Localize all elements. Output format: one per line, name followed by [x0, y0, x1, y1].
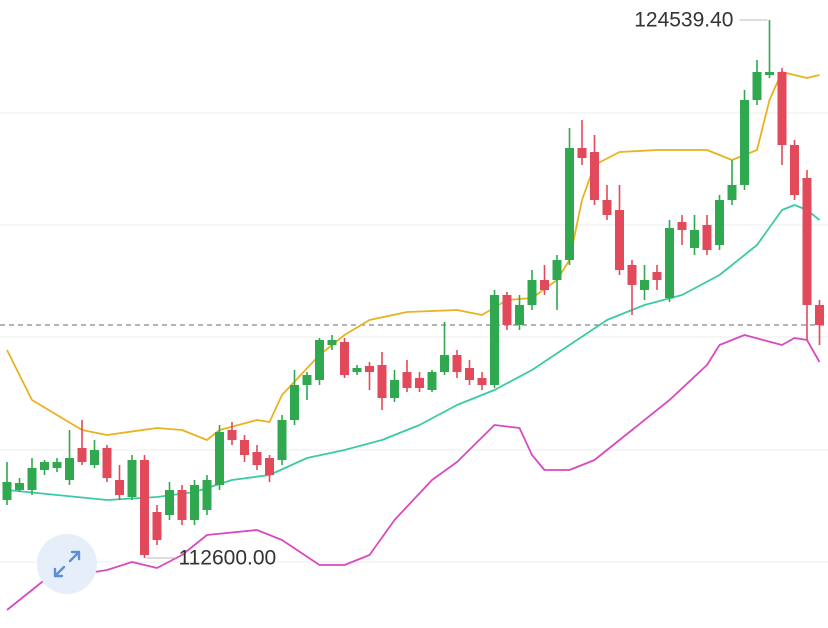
- candle-body: [302, 374, 312, 386]
- indicator-line: [6, 204, 821, 501]
- candle-body: [665, 227, 674, 299]
- candle-body: [415, 378, 424, 389]
- expand-button[interactable]: [37, 534, 97, 594]
- candle-body: [240, 440, 249, 455]
- candle-body: [65, 458, 74, 481]
- candle-body: [315, 340, 324, 380]
- candle-body: [402, 372, 412, 389]
- candle-body: [565, 147, 574, 260]
- candle-body: [177, 490, 187, 521]
- indicator-line: [6, 334, 821, 611]
- candle-body: [815, 305, 824, 326]
- candle-body: [152, 511, 162, 541]
- candle-body: [777, 72, 787, 146]
- candles: [2, 19, 824, 559]
- candle-body: [465, 368, 474, 380]
- candle-body: [215, 432, 224, 486]
- candle-body: [502, 295, 512, 326]
- candle-body: [327, 340, 337, 346]
- candle-body: [740, 100, 749, 185]
- candle-body: [265, 458, 274, 475]
- candle-body: [490, 295, 499, 386]
- candle-body: [677, 221, 687, 231]
- candle-body: [615, 210, 624, 270]
- candle-body: [690, 230, 699, 249]
- candle-body: [52, 462, 62, 469]
- candle-body: [27, 468, 37, 491]
- candle-body: [340, 342, 349, 375]
- indicator-line: [6, 71, 820, 441]
- candle-body: [352, 368, 362, 373]
- candle-body: [427, 372, 437, 391]
- candle-body: [627, 264, 637, 285]
- candle-body: [202, 480, 212, 511]
- candle-body: [165, 490, 174, 516]
- candle-body: [590, 152, 599, 201]
- candle-body: [527, 279, 537, 306]
- candle-body: [752, 72, 762, 101]
- candle-body: [652, 272, 662, 280]
- candle-body: [377, 364, 387, 399]
- low-label: 112600.00: [179, 547, 277, 570]
- candle-body: [252, 452, 262, 465]
- candle-body: [365, 366, 374, 373]
- candle-body: [77, 448, 87, 463]
- annotations: 124539.40 112600.00: [146, 9, 768, 570]
- candle-body: [115, 480, 124, 496]
- candle-body: [90, 450, 99, 465]
- candle-body: [127, 459, 137, 497]
- expand-button-bg[interactable]: [37, 534, 97, 594]
- candle-body: [440, 354, 449, 373]
- candle-body: [552, 259, 562, 280]
- candle-body: [227, 430, 237, 441]
- high-label: 124539.40: [634, 9, 733, 32]
- candle-body: [602, 200, 612, 216]
- candle-body: [577, 147, 587, 159]
- candle-body: [15, 483, 24, 491]
- candle-body: [2, 482, 12, 501]
- candle-body: [727, 184, 737, 201]
- candle-body: [802, 178, 812, 306]
- candle-body: [40, 462, 49, 470]
- indicator-lines: [6, 71, 821, 611]
- candle-body: [515, 305, 524, 326]
- candle-body: [765, 72, 774, 75]
- candle-body: [452, 354, 462, 373]
- candle-body: [102, 448, 112, 479]
- candle-body: [390, 379, 399, 399]
- candle-body: [277, 420, 287, 460]
- expand-icon[interactable]: [53, 550, 81, 578]
- candle-body: [290, 385, 299, 421]
- candle-body: [715, 200, 724, 246]
- candle-body: [190, 485, 199, 521]
- candle-body: [702, 225, 712, 251]
- grid: [0, 112, 828, 563]
- candle-body: [640, 279, 649, 291]
- candle-body: [790, 145, 799, 196]
- candle-body: [540, 279, 549, 291]
- candle-body: [477, 378, 487, 386]
- candle-body: [140, 459, 149, 555]
